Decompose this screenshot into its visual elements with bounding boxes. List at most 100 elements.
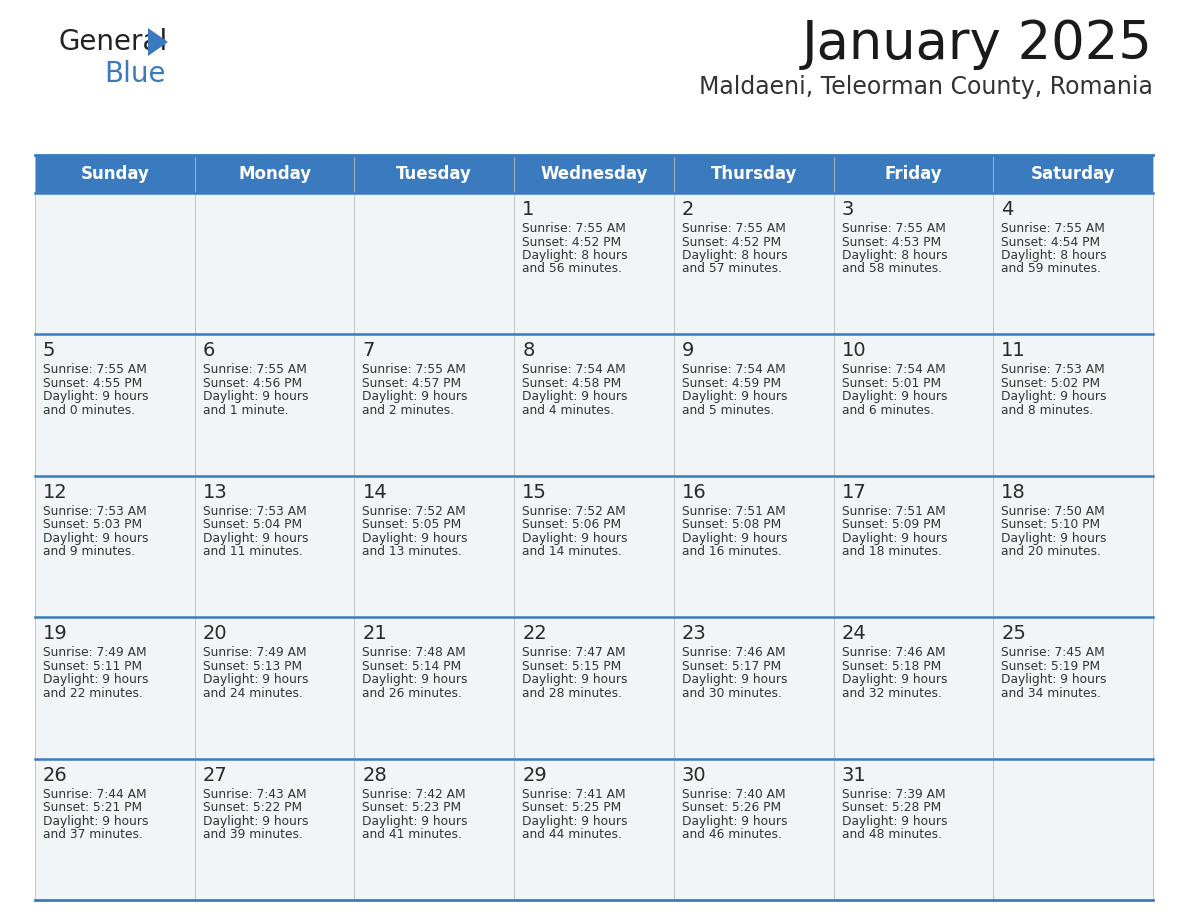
Text: Sunrise: 7:49 AM: Sunrise: 7:49 AM bbox=[43, 646, 146, 659]
Text: Sunset: 5:11 PM: Sunset: 5:11 PM bbox=[43, 660, 143, 673]
Bar bbox=[993, 193, 1154, 334]
Bar bbox=[514, 334, 674, 476]
Text: Sunrise: 7:40 AM: Sunrise: 7:40 AM bbox=[682, 788, 785, 800]
Text: Daylight: 9 hours: Daylight: 9 hours bbox=[362, 532, 468, 544]
Text: Daylight: 8 hours: Daylight: 8 hours bbox=[1001, 249, 1107, 262]
Text: Sunset: 5:17 PM: Sunset: 5:17 PM bbox=[682, 660, 781, 673]
Text: Sunrise: 7:46 AM: Sunrise: 7:46 AM bbox=[682, 646, 785, 659]
Text: 17: 17 bbox=[841, 483, 866, 502]
Text: Sunrise: 7:47 AM: Sunrise: 7:47 AM bbox=[523, 646, 626, 659]
Text: Daylight: 9 hours: Daylight: 9 hours bbox=[203, 814, 308, 828]
Bar bbox=[514, 617, 674, 758]
Text: Friday: Friday bbox=[885, 165, 942, 183]
Text: Daylight: 9 hours: Daylight: 9 hours bbox=[203, 673, 308, 686]
Text: Sunrise: 7:52 AM: Sunrise: 7:52 AM bbox=[523, 505, 626, 518]
Text: Sunrise: 7:55 AM: Sunrise: 7:55 AM bbox=[43, 364, 147, 376]
Text: Daylight: 8 hours: Daylight: 8 hours bbox=[841, 249, 947, 262]
Text: Sunrise: 7:46 AM: Sunrise: 7:46 AM bbox=[841, 646, 946, 659]
Text: Thursday: Thursday bbox=[710, 165, 797, 183]
Text: Sunrise: 7:45 AM: Sunrise: 7:45 AM bbox=[1001, 646, 1105, 659]
Text: Sunrise: 7:53 AM: Sunrise: 7:53 AM bbox=[1001, 364, 1105, 376]
Text: 2: 2 bbox=[682, 200, 694, 219]
Text: and 41 minutes.: and 41 minutes. bbox=[362, 828, 462, 841]
Text: 5: 5 bbox=[43, 341, 56, 361]
Text: and 37 minutes.: and 37 minutes. bbox=[43, 828, 143, 841]
Text: 18: 18 bbox=[1001, 483, 1026, 502]
Text: Daylight: 9 hours: Daylight: 9 hours bbox=[841, 532, 947, 544]
Bar bbox=[354, 476, 514, 617]
Text: Daylight: 9 hours: Daylight: 9 hours bbox=[682, 532, 788, 544]
Text: Sunrise: 7:54 AM: Sunrise: 7:54 AM bbox=[841, 364, 946, 376]
Text: Sunrise: 7:51 AM: Sunrise: 7:51 AM bbox=[841, 505, 946, 518]
Text: 29: 29 bbox=[523, 766, 546, 785]
Text: Sunrise: 7:54 AM: Sunrise: 7:54 AM bbox=[523, 364, 626, 376]
Bar bbox=[34, 193, 195, 334]
Text: Sunday: Sunday bbox=[81, 165, 150, 183]
Text: Sunset: 5:19 PM: Sunset: 5:19 PM bbox=[1001, 660, 1100, 673]
Text: Sunrise: 7:53 AM: Sunrise: 7:53 AM bbox=[43, 505, 147, 518]
Text: Sunset: 5:21 PM: Sunset: 5:21 PM bbox=[43, 801, 143, 814]
Bar bbox=[674, 476, 834, 617]
Text: Daylight: 9 hours: Daylight: 9 hours bbox=[43, 390, 148, 403]
Text: Saturday: Saturday bbox=[1031, 165, 1116, 183]
Text: Sunset: 5:05 PM: Sunset: 5:05 PM bbox=[362, 519, 462, 532]
Bar bbox=[354, 617, 514, 758]
Text: Sunset: 5:02 PM: Sunset: 5:02 PM bbox=[1001, 377, 1100, 390]
Text: Sunset: 5:18 PM: Sunset: 5:18 PM bbox=[841, 660, 941, 673]
Bar bbox=[674, 193, 834, 334]
Text: and 4 minutes.: and 4 minutes. bbox=[523, 404, 614, 417]
Bar bbox=[34, 334, 195, 476]
Bar bbox=[834, 617, 993, 758]
Bar bbox=[34, 758, 195, 900]
Text: 4: 4 bbox=[1001, 200, 1013, 219]
Text: 15: 15 bbox=[523, 483, 546, 502]
Text: Daylight: 9 hours: Daylight: 9 hours bbox=[362, 673, 468, 686]
Text: 3: 3 bbox=[841, 200, 854, 219]
Text: Daylight: 8 hours: Daylight: 8 hours bbox=[682, 249, 788, 262]
Text: and 20 minutes.: and 20 minutes. bbox=[1001, 545, 1101, 558]
Bar bbox=[34, 476, 195, 617]
Text: and 5 minutes.: and 5 minutes. bbox=[682, 404, 775, 417]
Text: Sunrise: 7:43 AM: Sunrise: 7:43 AM bbox=[203, 788, 307, 800]
Bar bbox=[993, 758, 1154, 900]
Bar bbox=[195, 617, 354, 758]
Text: Sunset: 5:08 PM: Sunset: 5:08 PM bbox=[682, 519, 781, 532]
Text: Daylight: 9 hours: Daylight: 9 hours bbox=[43, 814, 148, 828]
Text: Daylight: 9 hours: Daylight: 9 hours bbox=[682, 814, 788, 828]
Text: Sunset: 5:03 PM: Sunset: 5:03 PM bbox=[43, 519, 143, 532]
Text: and 28 minutes.: and 28 minutes. bbox=[523, 687, 623, 700]
Text: General: General bbox=[58, 28, 168, 56]
Bar bbox=[195, 193, 354, 334]
Text: Daylight: 9 hours: Daylight: 9 hours bbox=[682, 390, 788, 403]
Text: 23: 23 bbox=[682, 624, 707, 644]
Bar bbox=[354, 758, 514, 900]
Text: Daylight: 9 hours: Daylight: 9 hours bbox=[43, 532, 148, 544]
Text: 8: 8 bbox=[523, 341, 535, 361]
Text: Sunset: 5:01 PM: Sunset: 5:01 PM bbox=[841, 377, 941, 390]
Bar bbox=[514, 155, 674, 193]
Text: Sunrise: 7:50 AM: Sunrise: 7:50 AM bbox=[1001, 505, 1105, 518]
Text: Sunrise: 7:54 AM: Sunrise: 7:54 AM bbox=[682, 364, 785, 376]
Text: 27: 27 bbox=[203, 766, 227, 785]
Text: Sunset: 4:52 PM: Sunset: 4:52 PM bbox=[523, 236, 621, 249]
Bar bbox=[514, 193, 674, 334]
Text: Daylight: 9 hours: Daylight: 9 hours bbox=[841, 814, 947, 828]
Bar bbox=[834, 193, 993, 334]
Text: 20: 20 bbox=[203, 624, 227, 644]
Text: Sunrise: 7:48 AM: Sunrise: 7:48 AM bbox=[362, 646, 466, 659]
Text: 28: 28 bbox=[362, 766, 387, 785]
Bar bbox=[514, 758, 674, 900]
Text: and 57 minutes.: and 57 minutes. bbox=[682, 263, 782, 275]
Text: Sunrise: 7:39 AM: Sunrise: 7:39 AM bbox=[841, 788, 946, 800]
Text: and 58 minutes.: and 58 minutes. bbox=[841, 263, 942, 275]
Text: Daylight: 9 hours: Daylight: 9 hours bbox=[43, 673, 148, 686]
Text: Sunset: 5:14 PM: Sunset: 5:14 PM bbox=[362, 660, 462, 673]
Bar bbox=[354, 155, 514, 193]
Text: Sunrise: 7:55 AM: Sunrise: 7:55 AM bbox=[841, 222, 946, 235]
Bar bbox=[354, 193, 514, 334]
Text: Sunset: 4:54 PM: Sunset: 4:54 PM bbox=[1001, 236, 1100, 249]
Text: and 24 minutes.: and 24 minutes. bbox=[203, 687, 303, 700]
Text: and 11 minutes.: and 11 minutes. bbox=[203, 545, 303, 558]
Bar bbox=[834, 758, 993, 900]
Text: Sunrise: 7:55 AM: Sunrise: 7:55 AM bbox=[362, 364, 467, 376]
